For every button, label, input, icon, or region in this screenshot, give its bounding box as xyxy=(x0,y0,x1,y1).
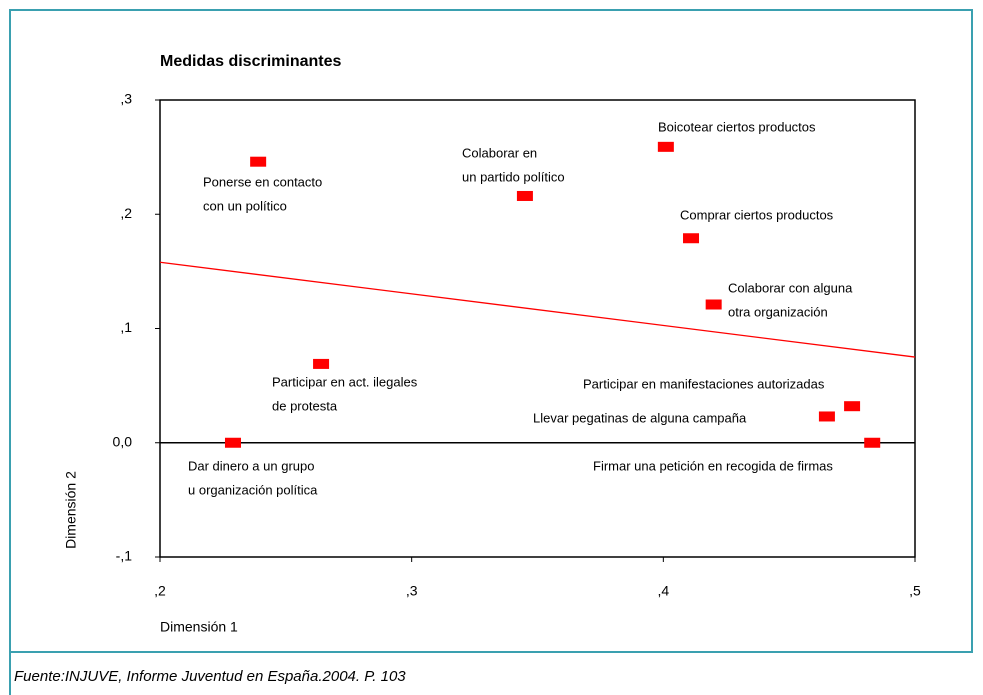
point-label: Llevar pegatinas de alguna campaña xyxy=(533,410,747,425)
point-label: otra organización xyxy=(728,304,828,319)
y-tick-label: ,3 xyxy=(120,91,132,107)
fit-line xyxy=(159,261,916,358)
point xyxy=(864,437,881,448)
y-tick-label: 0,0 xyxy=(113,433,133,449)
point-label: Comprar ciertos productos xyxy=(680,207,834,222)
point-label: de protesta xyxy=(272,398,338,413)
point xyxy=(657,141,674,152)
point-label: Boicotear ciertos productos xyxy=(658,119,816,134)
point-label: Colaborar con alguna xyxy=(728,280,853,295)
point-label: Colaborar en xyxy=(462,145,537,160)
point-label: u organización política xyxy=(188,482,318,497)
point-label: un partido político xyxy=(462,169,565,184)
point xyxy=(818,411,835,422)
point xyxy=(705,299,722,310)
x-tick-label: ,2 xyxy=(154,583,166,599)
point-label: Dar dinero a un grupo xyxy=(188,458,314,473)
point xyxy=(844,401,861,412)
point-label: Participar en manifestaciones autorizada… xyxy=(583,376,825,391)
frame xyxy=(9,9,973,695)
x-axis-title: Dimensión 1 xyxy=(160,619,238,635)
y-tick-label: ,2 xyxy=(120,205,132,221)
point xyxy=(683,233,700,244)
point-label: Firmar una petición en recogida de firma… xyxy=(593,458,833,473)
point xyxy=(224,437,241,448)
point-label: Ponerse en contacto xyxy=(203,174,322,189)
source: Fuente:INJUVE, Informe Juventud en Españ… xyxy=(14,668,406,685)
point-label: con un político xyxy=(203,198,287,213)
point xyxy=(516,190,533,201)
x-tick-label: ,3 xyxy=(406,583,418,599)
point xyxy=(250,156,267,167)
chart-title: Medidas discriminantes xyxy=(160,53,341,70)
y-tick-label: -,1 xyxy=(116,548,133,564)
y-tick-label: ,1 xyxy=(120,319,132,335)
x-tick-label: ,5 xyxy=(909,583,921,599)
y-axis-title: Dimensión 2 xyxy=(63,471,79,549)
point xyxy=(313,358,330,369)
point-label: Participar en act. ilegales xyxy=(272,374,418,389)
x-tick-label: ,4 xyxy=(657,583,669,599)
